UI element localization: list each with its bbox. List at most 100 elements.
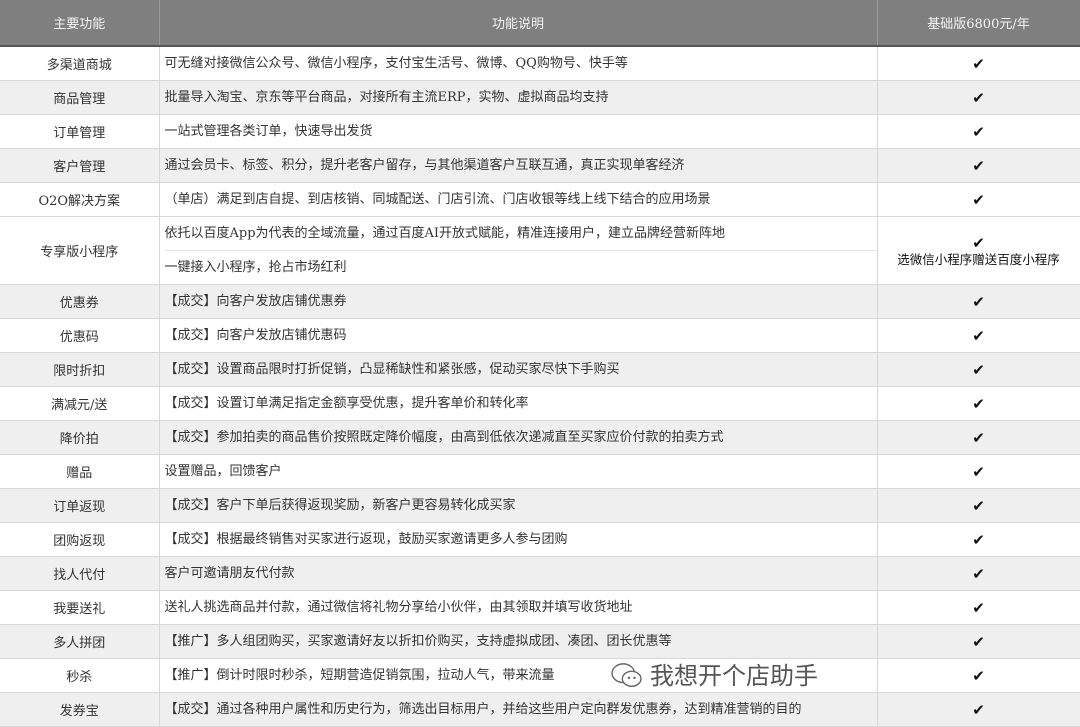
description-cell: 【推广】多人组团购买，买家邀请好友以折扣价购买，支持虚拟成团、凑团、团长优惠等: [159, 624, 878, 659]
feature-name: 订单管理: [0, 114, 160, 149]
table-row: 多渠道商城 可无缝对接微信公众号、微信小程序，支付宝生活号、微博、QQ购物号、快…: [0, 46, 1080, 81]
plan-cell: ✔: [877, 420, 1080, 455]
description-cell: 【成交】参加拍卖的商品售价按照既定降价幅度，由高到低依次递减直至买家应价付款的拍…: [159, 420, 878, 455]
plan-cell: ✔: [877, 182, 1080, 217]
table-row: 专享版小程序 依托以百度App为代表的全域流量，通过百度AI开放式赋能，精准连接…: [0, 216, 1080, 285]
check-icon: ✔: [972, 564, 985, 583]
description-cell: 【成交】通过各种用户属性和历史行为，筛选出目标用户，并给这些用户定向群发优惠券，…: [159, 692, 878, 727]
table-row: 多人拼团 【推广】多人组团购买，买家邀请好友以折扣价购买，支持虚拟成团、凑团、团…: [0, 624, 1080, 659]
feature-description: 【成交】参加拍卖的商品售价按照既定降价幅度，由高到低依次递减直至买家应价付款的拍…: [164, 430, 724, 445]
check-icon: ✔: [972, 462, 985, 481]
feature-description: 客户可邀请朋友代付款: [164, 566, 295, 581]
feature-name: 找人代付: [0, 556, 160, 591]
feature-description: （单店）满足到店自提、到店核销、同城配送、门店引流、门店收银等线上线下结合的应用…: [164, 192, 711, 207]
feature-description: 一键接入小程序，抢占市场红利: [164, 250, 877, 284]
header-feature: 主要功能: [0, 0, 160, 47]
check-icon: ✔: [972, 394, 985, 413]
table-row: 商品管理 批量导入淘宝、京东等平台商品，对接所有主流ERP，实物、虚拟商品均支持…: [0, 80, 1080, 115]
feature-name: 优惠码: [0, 318, 160, 353]
feature-name: 降价拍: [0, 420, 160, 455]
feature-description: 【成交】设置订单满足指定金额享受优惠，提升客单价和转化率: [164, 396, 529, 411]
check-icon: ✔: [972, 88, 985, 107]
plan-cell: ✔: [877, 556, 1080, 591]
table-row: 客户管理 通过会员卡、标签、积分，提升老客户留存，与其他渠道客户互联互通，真正实…: [0, 148, 1080, 183]
table-row: 我要送礼 送礼人挑选商品并付款，通过微信将礼物分享给小伙伴，由其领取并填写收货地…: [0, 590, 1080, 625]
table-row: 订单管理 一站式管理各类订单，快速导出发货 ✔: [0, 114, 1080, 149]
feature-description: 可无缝对接微信公众号、微信小程序，支付宝生活号、微博、QQ购物号、快手等: [164, 56, 628, 71]
watermark: 我想开个店助手: [610, 661, 818, 691]
description-cell: 【成交】向客户发放店铺优惠券: [159, 284, 878, 319]
header-basic-plan: 基础版6800元/年: [877, 0, 1080, 47]
description-cell: 客户可邀请朋友代付款: [159, 556, 878, 591]
description-cell: 可无缝对接微信公众号、微信小程序，支付宝生活号、微博、QQ购物号、快手等: [159, 46, 878, 81]
feature-description: 一站式管理各类订单，快速导出发货: [164, 124, 373, 139]
description-cell: 【推广】倒计时限时秒杀，短期营造促销氛围，拉动人气，带来流量: [159, 658, 878, 693]
feature-name: O2O解决方案: [0, 182, 160, 217]
feature-description: 【成交】通过各种用户属性和历史行为，筛选出目标用户，并给这些用户定向群发优惠券，…: [164, 702, 802, 717]
feature-name: 多渠道商城: [0, 46, 160, 81]
description-cell: 【成交】向客户发放店铺优惠码: [159, 318, 878, 353]
plan-note: 选微信小程序赠送百度小程序: [897, 251, 1060, 267]
plan-cell: ✔: [877, 522, 1080, 557]
plan-cell: ✔: [877, 454, 1080, 489]
plan-cell: ✔: [877, 624, 1080, 659]
plan-cell: ✔: [877, 590, 1080, 625]
check-icon: ✔: [972, 666, 985, 685]
feature-name: 订单返现: [0, 488, 160, 523]
plan-cell: ✔: [877, 114, 1080, 149]
feature-description: 设置赠品，回馈客户: [164, 464, 282, 479]
feature-description: 依托以百度App为代表的全域流量，通过百度AI开放式赋能，精准连接用户，建立品牌…: [164, 226, 726, 241]
feature-description: 【成交】向客户发放店铺优惠码: [164, 328, 347, 343]
plan-cell: ✔: [877, 352, 1080, 387]
feature-description: 送礼人挑选商品并付款，通过微信将礼物分享给小伙伴，由其领取并填写收货地址: [164, 600, 633, 615]
table-row: 优惠码 【成交】向客户发放店铺优惠码 ✔: [0, 318, 1080, 353]
feature-description: 【成交】客户下单后获得返现奖励，新客户更容易转化成买家: [164, 498, 516, 513]
check-icon: ✔: [972, 156, 985, 175]
check-icon: ✔: [972, 326, 985, 345]
feature-description: 通过会员卡、标签、积分，提升老客户留存，与其他渠道客户互联互通，真正实现单客经济: [164, 158, 685, 173]
plan-cell: ✔: [877, 386, 1080, 421]
feature-description: 【成交】向客户发放店铺优惠券: [164, 294, 347, 309]
feature-name: 多人拼团: [0, 624, 160, 659]
table-row: 订单返现 【成交】客户下单后获得返现奖励，新客户更容易转化成买家 ✔: [0, 488, 1080, 523]
description-cell: 通过会员卡、标签、积分，提升老客户留存，与其他渠道客户互联互通，真正实现单客经济: [159, 148, 878, 183]
plan-cell: ✔ 选微信小程序赠送百度小程序: [877, 216, 1080, 285]
feature-description: 【推广】多人组团购买，买家邀请好友以折扣价购买，支持虚拟成团、凑团、团长优惠等: [164, 634, 672, 649]
feature-name: 商品管理: [0, 80, 160, 115]
feature-name: 赠品: [0, 454, 160, 489]
feature-name: 优惠券: [0, 284, 160, 319]
header-description: 功能说明: [159, 0, 878, 47]
description-cell: 【成交】设置商品限时打折促销，凸显稀缺性和紧张感，促动买家尽快下手购买: [159, 352, 878, 387]
plan-cell: ✔: [877, 318, 1080, 353]
check-icon: ✔: [972, 700, 985, 719]
check-icon: ✔: [972, 598, 985, 617]
watermark-text: 我想开个店助手: [650, 661, 818, 690]
check-icon: ✔: [972, 122, 985, 141]
table-row: 找人代付 客户可邀请朋友代付款 ✔: [0, 556, 1080, 591]
check-icon: ✔: [972, 54, 985, 73]
table-row: 限时折扣 【成交】设置商品限时打折促销，凸显稀缺性和紧张感，促动买家尽快下手购买…: [0, 352, 1080, 387]
check-icon: ✔: [972, 496, 985, 515]
table-row: O2O解决方案 （单店）满足到店自提、到店核销、同城配送、门店引流、门店收银等线…: [0, 182, 1080, 217]
feature-name: 团购返现: [0, 522, 160, 557]
feature-name: 限时折扣: [0, 352, 160, 387]
check-icon: ✔: [972, 190, 985, 209]
check-icon: ✔: [972, 292, 985, 311]
feature-description: 批量导入淘宝、京东等平台商品，对接所有主流ERP，实物、虚拟商品均支持: [164, 90, 609, 105]
feature-description: 【成交】根据最终销售对买家进行返现，鼓励买家邀请更多人参与团购: [164, 532, 568, 547]
plan-cell: ✔: [877, 658, 1080, 693]
table-row: 发券宝 【成交】通过各种用户属性和历史行为，筛选出目标用户，并给这些用户定向群发…: [0, 692, 1080, 727]
check-icon: ✔: [972, 632, 985, 651]
plan-cell: ✔: [877, 284, 1080, 319]
description-cell: （单店）满足到店自提、到店核销、同城配送、门店引流、门店收银等线上线下结合的应用…: [159, 182, 878, 217]
description-cell: 【成交】客户下单后获得返现奖励，新客户更容易转化成买家: [159, 488, 878, 523]
description-cell: 【成交】根据最终销售对买家进行返现，鼓励买家邀请更多人参与团购: [159, 522, 878, 557]
feature-name: 发券宝: [0, 692, 160, 727]
plan-cell: ✔: [877, 46, 1080, 81]
plan-cell: ✔: [877, 148, 1080, 183]
table-row: 满减元/送 【成交】设置订单满足指定金额享受优惠，提升客单价和转化率 ✔: [0, 386, 1080, 421]
feature-description: 【成交】设置商品限时打折促销，凸显稀缺性和紧张感，促动买家尽快下手购买: [164, 362, 620, 377]
plan-cell: ✔: [877, 80, 1080, 115]
description-cell: 依托以百度App为代表的全域流量，通过百度AI开放式赋能，精准连接用户，建立品牌…: [159, 216, 878, 285]
